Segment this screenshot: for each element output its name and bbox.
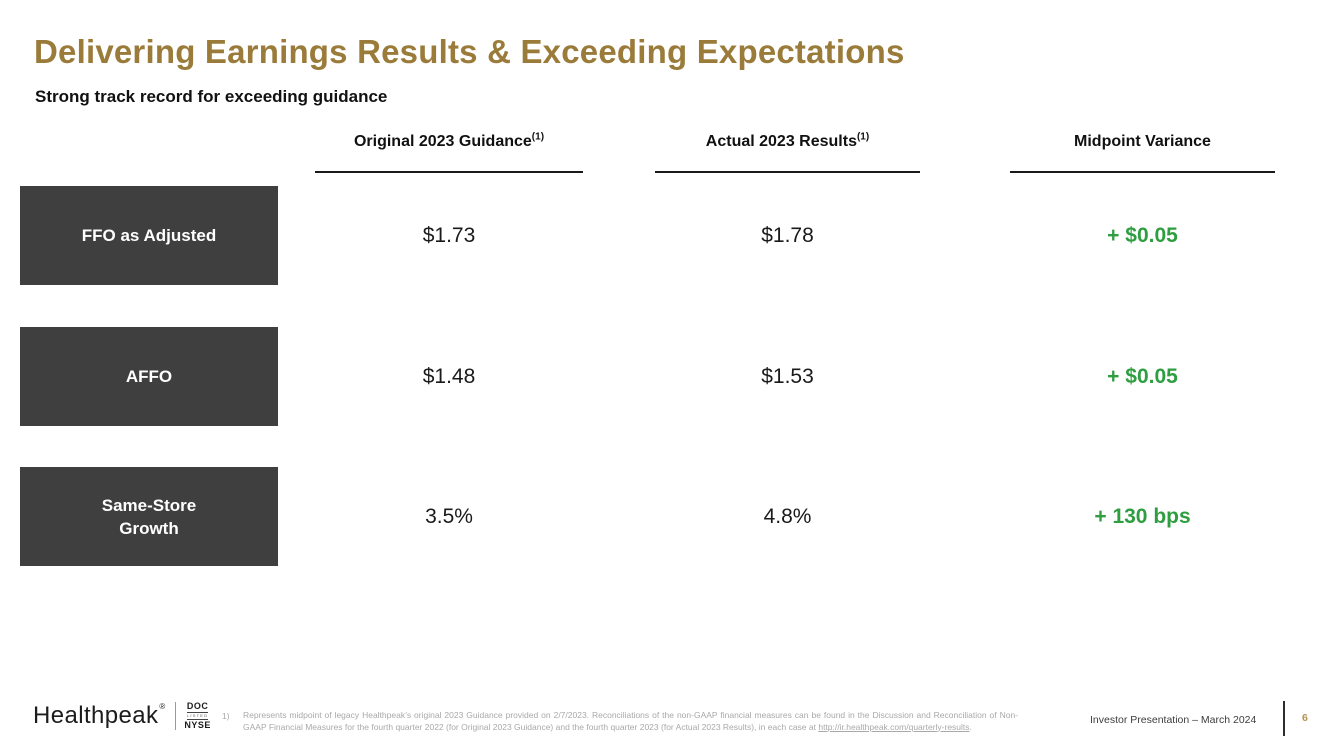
ticker-exchange: NYSE: [184, 720, 211, 730]
row-label-box: Same-Store Growth: [20, 467, 278, 566]
ticker-listed-label: LISTED: [186, 712, 209, 720]
guidance-value: $1.48: [422, 364, 476, 388]
footnote-marker: 1): [222, 711, 230, 721]
nyse-ticker-badge: DOC LISTED NYSE: [184, 702, 211, 730]
guidance-value: $1.73: [422, 223, 476, 247]
actual-value: $1.53: [761, 364, 814, 388]
table-row: Same-Store Growth 3.5% 4.8% + 130 bps: [0, 467, 1333, 566]
row-label: FFO as Adjusted: [81, 226, 217, 245]
column-header-label: Original 2023 Guidance: [353, 133, 532, 150]
column-header-label: Actual 2023 Results: [705, 133, 857, 150]
table-row: FFO as Adjusted $1.73 $1.78 + $0.05: [0, 186, 1333, 285]
page-number: 6: [1302, 712, 1308, 724]
quarterly-results-link[interactable]: http://ir.healthpeak.com/quarterly-resul…: [818, 721, 970, 732]
row-label: Same-Store Growth: [101, 495, 197, 538]
logo-divider: [175, 702, 177, 730]
row-label-box: AFFO: [20, 327, 278, 426]
row-label: AFFO: [125, 367, 173, 386]
footnote-suffix: .: [969, 721, 972, 732]
page-number-divider: [1283, 701, 1285, 736]
footnote-superscript: (1): [531, 131, 545, 143]
page-title: Delivering Earnings Results & Exceeding …: [34, 33, 905, 70]
footnote: Represents midpoint of legacy Healthpeak…: [243, 710, 1018, 733]
healthpeak-logo: Healthpeak ® DOC LISTED NYSE: [33, 702, 211, 730]
logo-wordmark: Healthpeak: [33, 702, 159, 729]
ticker-symbol: DOC: [186, 701, 209, 711]
variance-value: + 130 bps: [1094, 504, 1191, 528]
actual-value: 4.8%: [763, 504, 812, 528]
variance-value: + $0.05: [1107, 364, 1178, 388]
column-header-original-guidance: Original 2023 Guidance(1): [315, 131, 583, 173]
footnote-superscript: (1): [856, 131, 870, 143]
table-row: AFFO $1.48 $1.53 + $0.05: [0, 327, 1333, 426]
column-header-actual-results: Actual 2023 Results(1): [655, 131, 920, 173]
page-subtitle: Strong track record for exceeding guidan…: [35, 87, 388, 106]
column-header-midpoint-variance: Midpoint Variance: [1010, 133, 1275, 173]
guidance-value: 3.5%: [425, 504, 473, 528]
column-header-label: Midpoint Variance: [1074, 133, 1211, 150]
presentation-label: Investor Presentation – March 2024: [1090, 714, 1257, 726]
footnote-text: Represents midpoint of legacy Healthpeak…: [243, 710, 1018, 732]
row-label-box: FFO as Adjusted: [20, 186, 278, 285]
variance-value: + $0.05: [1107, 223, 1178, 247]
actual-value: $1.78: [761, 223, 814, 247]
registered-trademark-symbol: ®: [159, 701, 166, 711]
